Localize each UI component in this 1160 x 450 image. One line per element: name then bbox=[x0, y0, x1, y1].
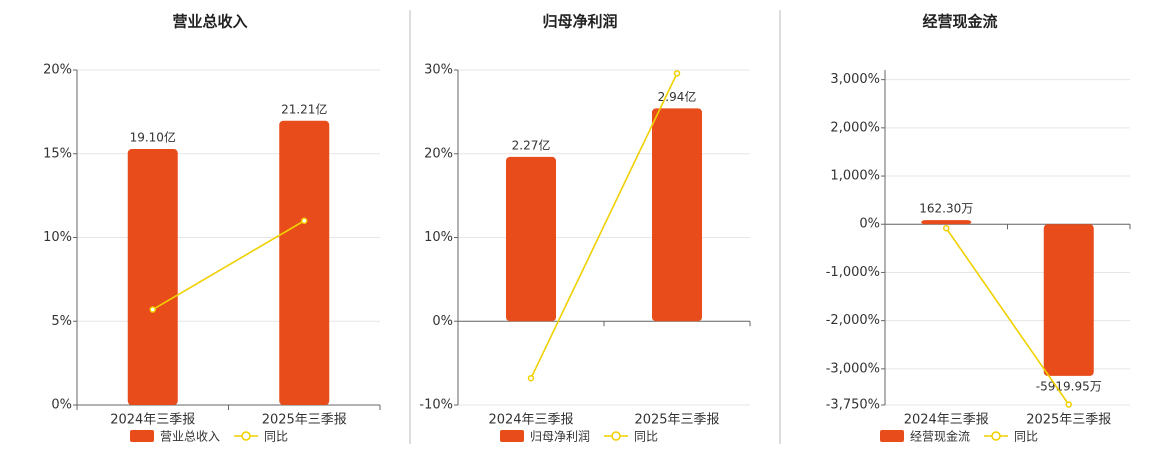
y-tick-label: 10% bbox=[424, 230, 453, 245]
legend-swatch bbox=[611, 431, 621, 441]
y-tick-label: 5% bbox=[51, 314, 72, 329]
chart-title: 营业总收入 bbox=[172, 13, 247, 31]
line bbox=[152, 220, 305, 311]
y-tick-label: 0% bbox=[51, 398, 72, 413]
x-tick-label: 2025年三季报 bbox=[262, 413, 347, 428]
bar bbox=[506, 156, 556, 322]
value-label: 19.10亿 bbox=[130, 130, 176, 145]
x-tick-label: 2024年三季报 bbox=[110, 413, 195, 428]
x-tick-label: 2025年三季报 bbox=[1026, 413, 1111, 428]
line-point bbox=[527, 374, 535, 382]
chart-title: 归母净利润 bbox=[542, 13, 617, 31]
bar bbox=[1043, 224, 1094, 376]
bar bbox=[279, 120, 330, 405]
legend-label: 同比 bbox=[634, 430, 658, 444]
legend-swatch bbox=[500, 430, 524, 442]
y-tick-label: 0% bbox=[859, 217, 880, 232]
line-point bbox=[943, 224, 950, 232]
value-label: 162.30万 bbox=[919, 202, 973, 216]
bar bbox=[921, 220, 972, 225]
value-label: 2.27亿 bbox=[512, 137, 551, 152]
bar bbox=[652, 108, 702, 322]
y-tick-label: -3,000% bbox=[826, 361, 880, 376]
legend-swatch bbox=[130, 430, 154, 442]
legend-label: 同比 bbox=[1014, 430, 1038, 444]
value-label: -5919.95万 bbox=[1036, 379, 1102, 393]
y-tick-label: 10% bbox=[43, 230, 72, 245]
y-tick-label: 15% bbox=[43, 146, 72, 161]
legend-label: 营业总收入 bbox=[160, 430, 220, 444]
chart-title: 经营现金流 bbox=[922, 13, 997, 31]
y-tick-label: -3,750% bbox=[826, 398, 880, 413]
line bbox=[530, 73, 678, 379]
y-tick-label: -1,000% bbox=[826, 265, 880, 280]
legend-swatch bbox=[991, 431, 1001, 441]
x-tick-label: 2025年三季报 bbox=[634, 413, 719, 428]
legend-swatch bbox=[880, 430, 904, 442]
y-tick-label: -10% bbox=[419, 398, 453, 413]
y-tick-label: 20% bbox=[43, 63, 72, 78]
bar bbox=[127, 149, 178, 405]
legend-label: 同比 bbox=[264, 430, 288, 444]
line-point bbox=[673, 70, 681, 77]
y-tick-label: 0% bbox=[432, 314, 453, 329]
value-label: 21.21亿 bbox=[281, 101, 327, 116]
y-tick-label: 2,000% bbox=[830, 120, 880, 135]
y-tick-label: 1,000% bbox=[830, 169, 880, 184]
line-point bbox=[1065, 401, 1072, 408]
line bbox=[945, 227, 1070, 405]
y-tick-label: 3,000% bbox=[830, 72, 880, 87]
legend-label: 归母净利润 bbox=[530, 430, 590, 444]
line-point bbox=[149, 306, 156, 313]
legend-swatch bbox=[241, 431, 251, 441]
y-tick-label: 20% bbox=[424, 146, 453, 161]
y-tick-label: 30% bbox=[424, 63, 453, 78]
x-tick-label: 2024年三季报 bbox=[488, 413, 573, 428]
line-point bbox=[301, 217, 308, 224]
x-tick-label: 2024年三季报 bbox=[904, 413, 989, 428]
legend-label: 经营现金流 bbox=[910, 429, 970, 444]
y-tick-label: -2,000% bbox=[826, 313, 880, 328]
